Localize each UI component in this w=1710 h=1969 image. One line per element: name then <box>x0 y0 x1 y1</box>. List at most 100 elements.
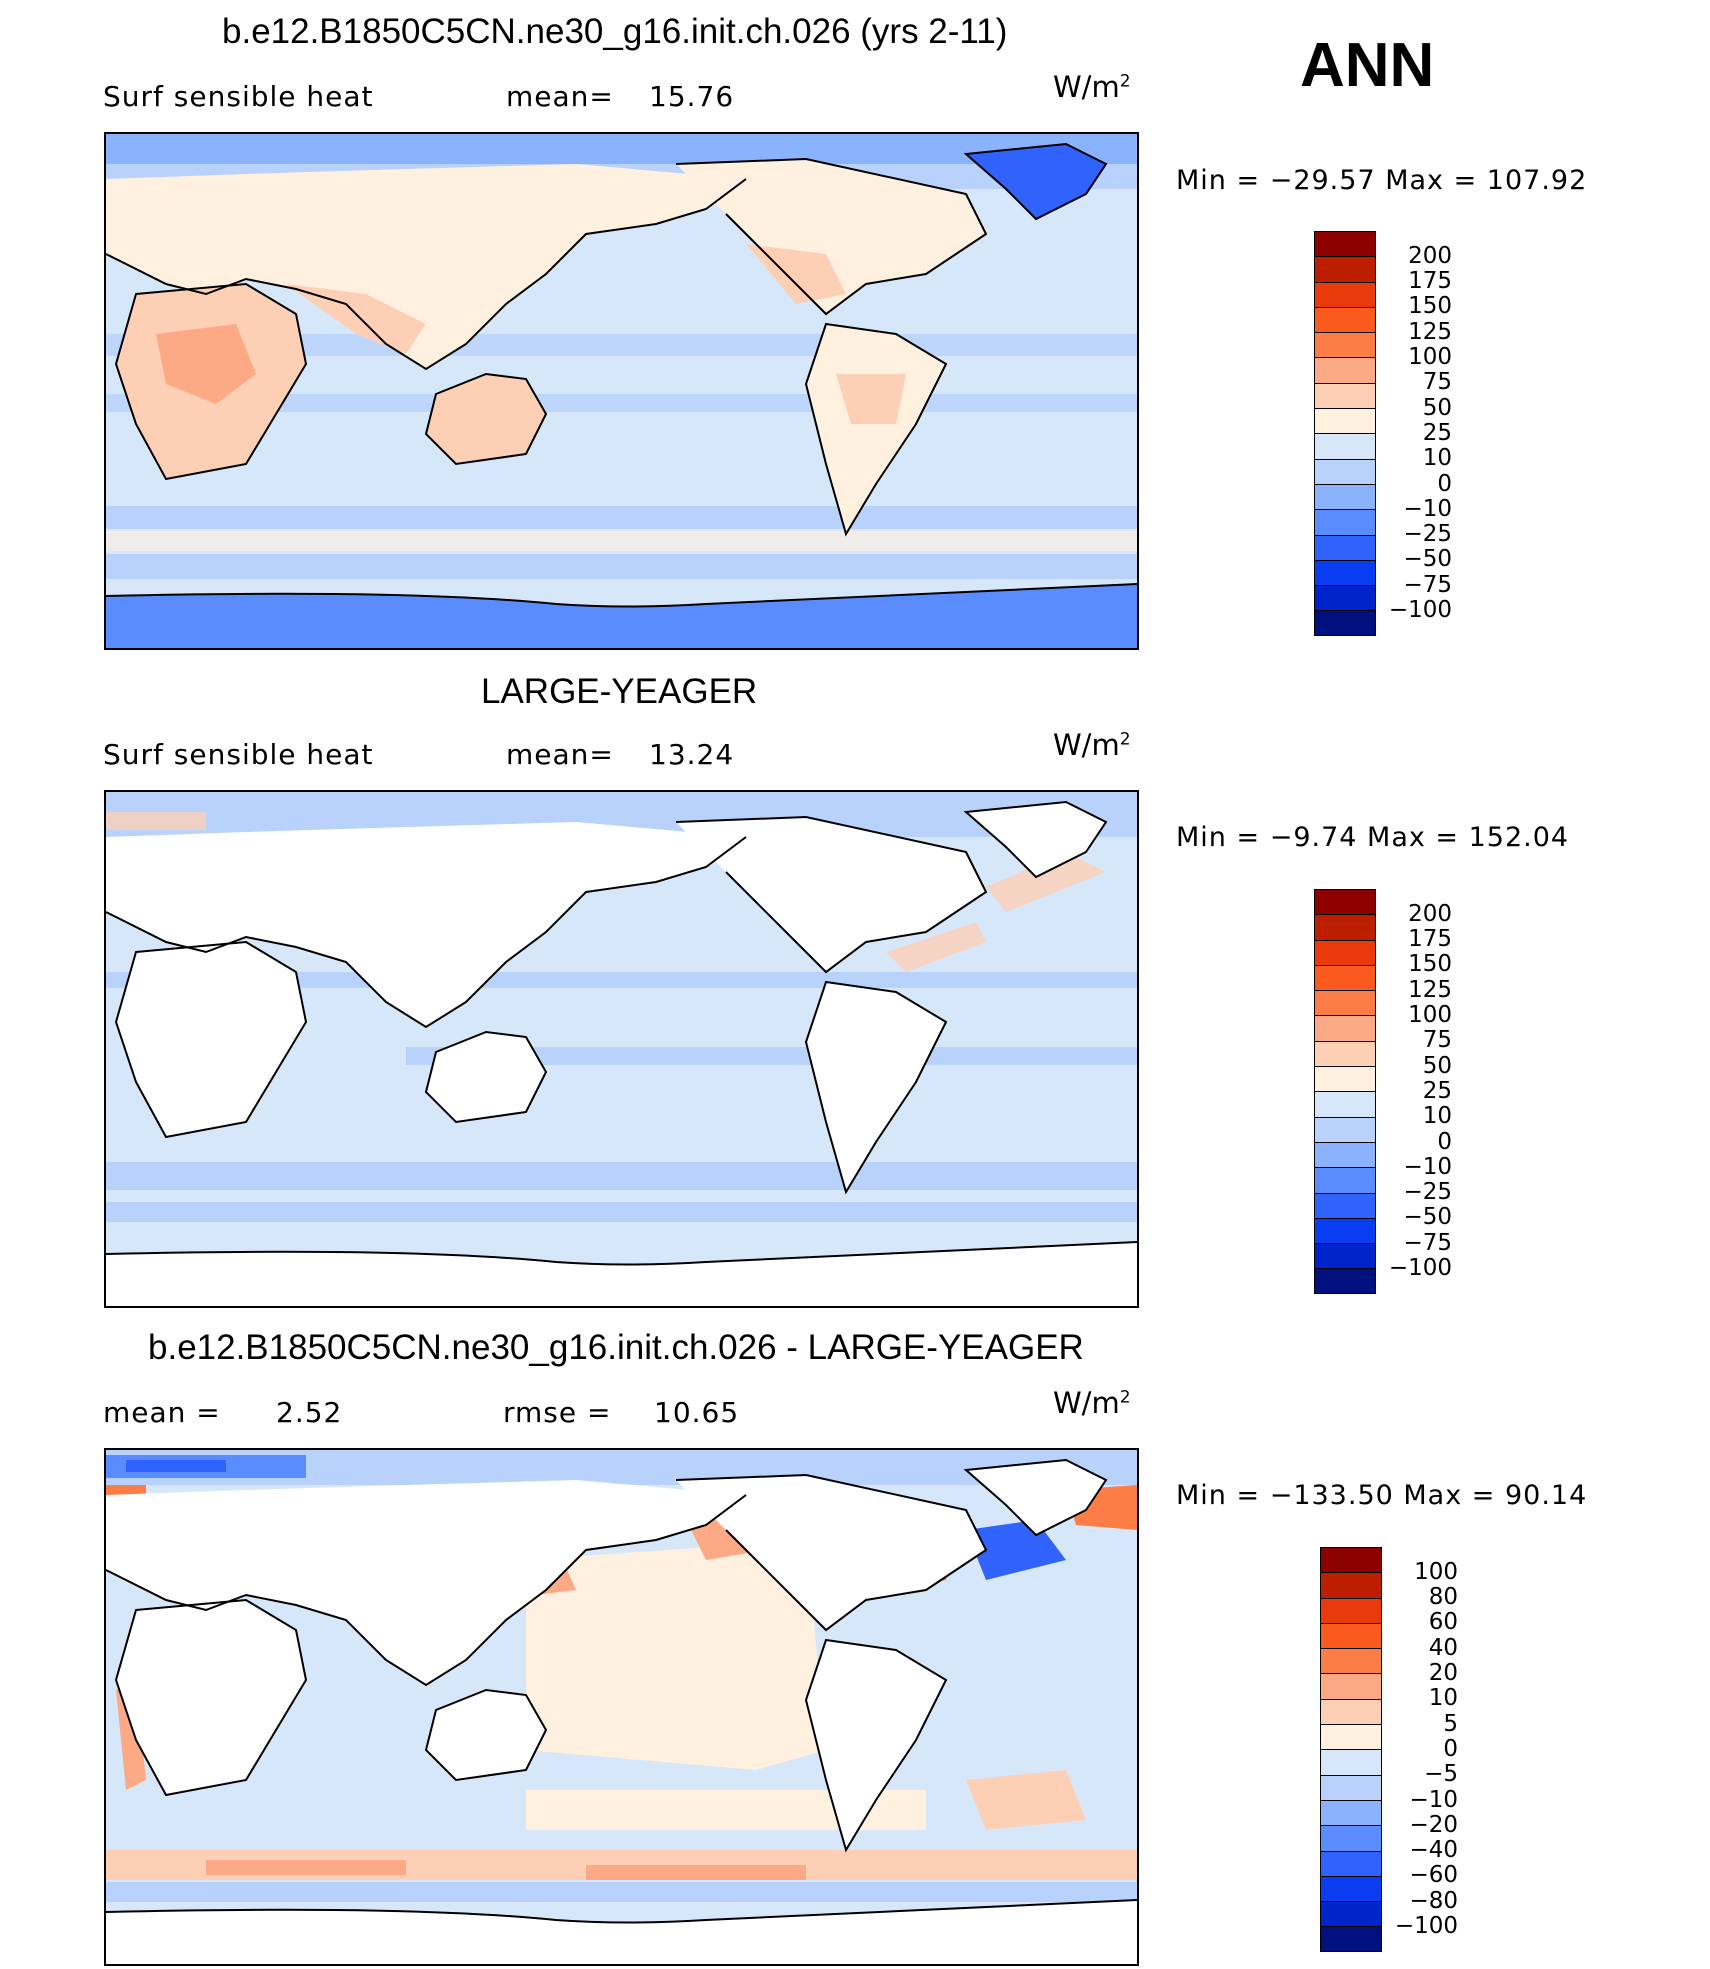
colorbar-tick-label: 5 <box>1443 1710 1458 1737</box>
panel3-map <box>104 1448 1139 1966</box>
colorbar-swatch <box>1314 1192 1376 1218</box>
colorbar-tick-label: 0 <box>1437 470 1452 497</box>
colorbar-swatch <box>1320 1597 1382 1623</box>
colorbar-swatch <box>1320 1799 1382 1826</box>
colorbar-swatch <box>1320 1673 1382 1699</box>
colorbar-swatch <box>1320 1901 1382 1927</box>
colorbar-tick-label: 25 <box>1422 419 1452 446</box>
colorbar-tick-label: 175 <box>1408 926 1452 953</box>
colorbar-tick-label: 200 <box>1408 900 1452 927</box>
colorbar-tick-label: 125 <box>1408 976 1452 1003</box>
colorbar-tick-label: −20 <box>1409 1811 1458 1838</box>
panel2-mean-label: mean= <box>506 738 614 771</box>
colorbar-swatch <box>1314 964 1376 991</box>
colorbar-swatch <box>1320 1875 1382 1902</box>
panel1-map <box>104 132 1139 650</box>
colorbar-swatch <box>1314 534 1376 560</box>
colorbar-swatch <box>1314 357 1376 383</box>
colorbar-tick-label: 40 <box>1428 1634 1458 1661</box>
colorbar-tick-label: 60 <box>1428 1609 1458 1636</box>
panel1-colorbar <box>1314 231 1376 636</box>
colorbar-tick-label: −10 <box>1403 1153 1452 1180</box>
colorbar-tick-label: 10 <box>1422 1103 1452 1130</box>
season-label: ANN <box>1300 31 1435 100</box>
panel3-rmse-label: rmse = <box>503 1396 612 1429</box>
colorbar-tick-label: −5 <box>1424 1761 1458 1788</box>
panel1-variable-label: Surf sensible heat <box>103 80 374 113</box>
colorbar-swatch <box>1320 1572 1382 1598</box>
colorbar-swatch <box>1314 1141 1376 1168</box>
panel3-colorbar <box>1320 1547 1382 1952</box>
colorbar-tick-label: 0 <box>1437 1128 1452 1155</box>
colorbar-tick-label: 20 <box>1428 1660 1458 1686</box>
panel1-title: b.e12.B1850C5CN.ne30_g16.init.ch.026 (yr… <box>222 12 1008 51</box>
panel3-title: b.e12.B1850C5CN.ne30_g16.init.ch.026 - L… <box>148 1328 1084 1367</box>
colorbar-swatch <box>1314 483 1376 510</box>
colorbar-tick-label: −75 <box>1403 571 1452 598</box>
colorbar-swatch <box>1314 306 1376 333</box>
colorbar-tick-label: −40 <box>1409 1837 1458 1864</box>
colorbar-swatch <box>1314 231 1376 257</box>
colorbar-swatch <box>1314 1243 1376 1269</box>
colorbar-swatch <box>1314 559 1376 586</box>
colorbar-swatch <box>1314 1268 1376 1294</box>
colorbar-swatch <box>1314 610 1376 636</box>
colorbar-swatch <box>1320 1825 1382 1851</box>
panel2-minmax: Min = −9.74 Max = 152.04 <box>1176 822 1570 853</box>
panel3-mean-value: 2.52 <box>276 1396 343 1429</box>
colorbar-tick-label: 200 <box>1408 242 1452 269</box>
colorbar-tick-label: 175 <box>1408 268 1452 295</box>
colorbar-tick-label: 10 <box>1428 1685 1458 1712</box>
colorbar-swatch <box>1314 408 1376 434</box>
colorbar-swatch <box>1320 1926 1382 1952</box>
panel2-colorbar <box>1314 889 1376 1294</box>
colorbar-swatch <box>1314 1015 1376 1041</box>
colorbar-swatch <box>1314 585 1376 611</box>
colorbar-tick-label: 50 <box>1422 1052 1452 1079</box>
colorbar-swatch <box>1314 889 1376 915</box>
panel3-rmse-value: 10.65 <box>654 1396 740 1429</box>
colorbar-tick-label: −100 <box>1388 597 1452 623</box>
colorbar-swatch <box>1314 1066 1376 1092</box>
colorbar-swatch <box>1314 1167 1376 1193</box>
colorbar-swatch <box>1314 939 1376 965</box>
colorbar-swatch <box>1320 1724 1382 1750</box>
colorbar-tick-label: 100 <box>1414 1558 1458 1585</box>
colorbar-swatch <box>1314 1217 1376 1244</box>
colorbar-swatch <box>1314 281 1376 307</box>
colorbar-swatch <box>1320 1749 1382 1775</box>
colorbar-swatch <box>1320 1698 1382 1725</box>
panel2-variable-label: Surf sensible heat <box>103 738 374 771</box>
colorbar-tick-label: −75 <box>1403 1229 1452 1256</box>
colorbar-tick-label: 75 <box>1422 369 1452 396</box>
colorbar-tick-label: 80 <box>1428 1584 1458 1611</box>
panel2-units: W/m2 <box>1053 728 1131 762</box>
colorbar-swatch <box>1320 1622 1382 1649</box>
colorbar-swatch <box>1320 1774 1382 1800</box>
panel1-mean-label: mean= <box>506 80 614 113</box>
panel2-title: LARGE-YEAGER <box>481 672 758 711</box>
colorbar-tick-label: 75 <box>1422 1027 1452 1054</box>
panel2-map <box>104 790 1139 1308</box>
colorbar-tick-label: −50 <box>1403 546 1452 573</box>
colorbar-tick-label: −25 <box>1403 1179 1452 1206</box>
colorbar-swatch <box>1320 1547 1382 1573</box>
colorbar-tick-label: 50 <box>1422 394 1452 421</box>
colorbar-swatch <box>1314 914 1376 940</box>
panel3-minmax: Min = −133.50 Max = 90.14 <box>1176 1480 1588 1511</box>
colorbar-tick-label: 100 <box>1408 1002 1452 1028</box>
colorbar-tick-label: 100 <box>1408 344 1452 370</box>
colorbar-tick-label: −25 <box>1403 521 1452 548</box>
colorbar-tick-label: 125 <box>1408 318 1452 345</box>
colorbar-tick-label: 0 <box>1443 1735 1458 1762</box>
colorbar-swatch <box>1314 509 1376 535</box>
panel2-mean-value: 13.24 <box>649 738 735 771</box>
colorbar-tick-label: −80 <box>1409 1887 1458 1914</box>
panel1-minmax: Min = −29.57 Max = 107.92 <box>1176 165 1588 196</box>
colorbar-tick-label: −100 <box>1388 1255 1452 1281</box>
colorbar-tick-label: 150 <box>1408 293 1452 320</box>
colorbar-swatch <box>1314 332 1376 358</box>
colorbar-tick-label: −10 <box>1403 495 1452 522</box>
colorbar-swatch <box>1314 382 1376 409</box>
colorbar-swatch <box>1314 433 1376 459</box>
